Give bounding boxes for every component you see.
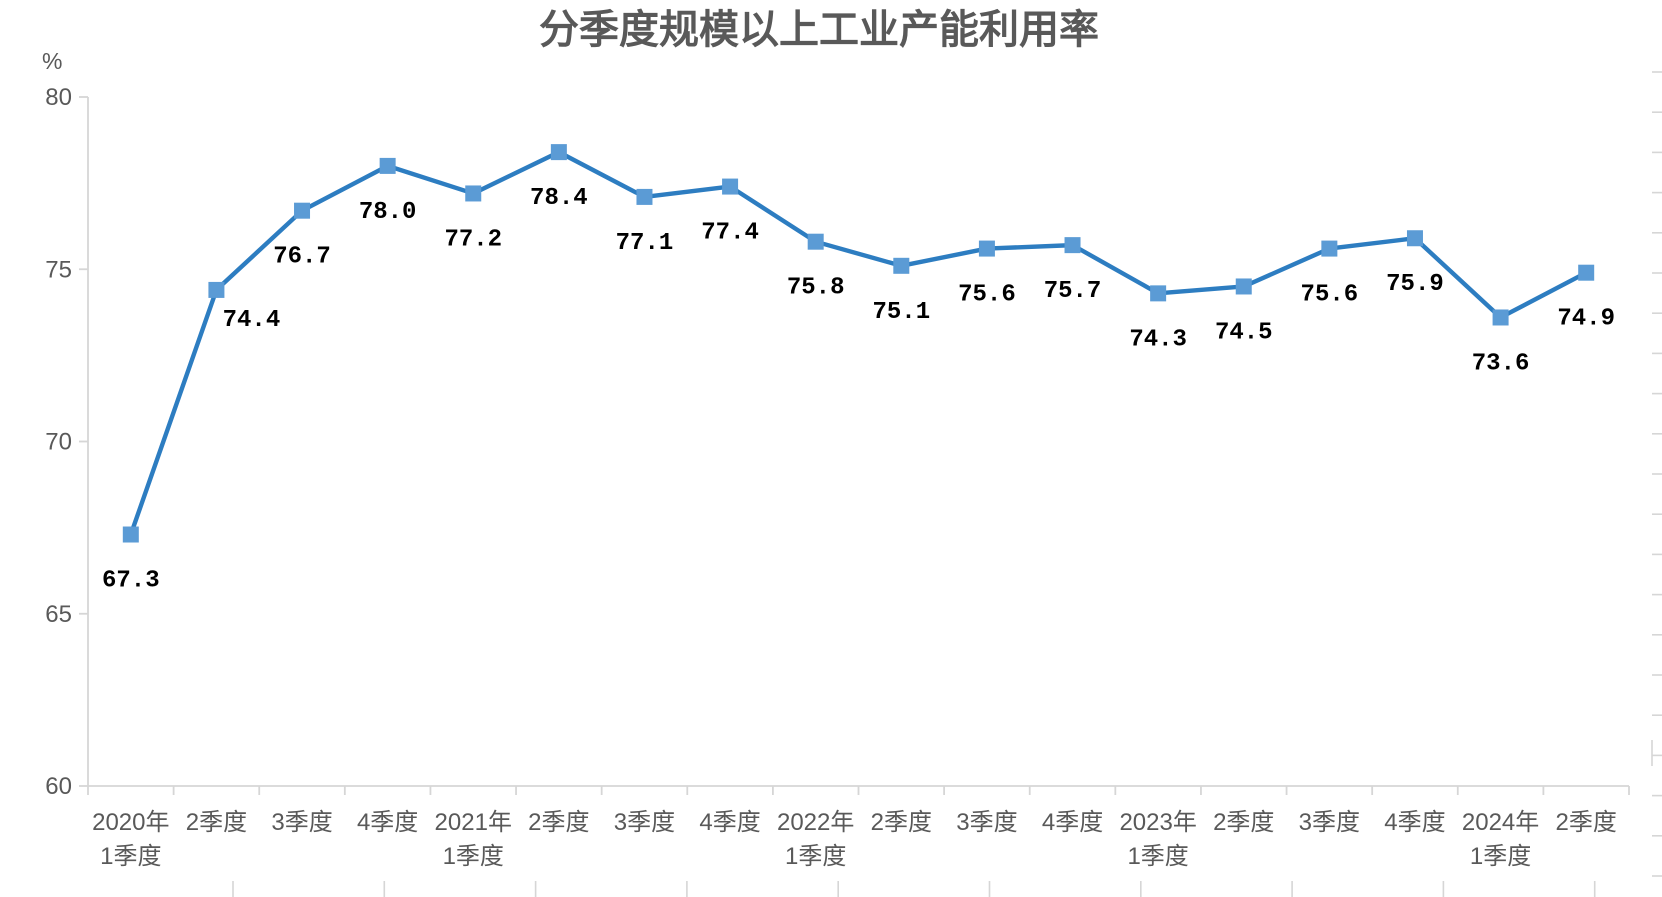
data-point-label: 78.0 <box>359 199 417 226</box>
data-point-label: 75.8 <box>787 275 845 302</box>
y-axis-ticks: 60 65 70 75 80 <box>45 84 88 800</box>
x-tick-label: 2023年 <box>1119 809 1196 836</box>
x-axis-labels: 2020年 1季度 2季度 3季度 4季度 2021年 1季度 2季度 3季度 4季度 2022年 1… <box>92 809 1617 870</box>
data-point-label: 74.9 <box>1557 306 1615 333</box>
data-point-marker <box>1578 264 1595 281</box>
y-tick-label: 60 <box>45 773 72 800</box>
chart-title: 分季度规模以上工业产能利用率 <box>539 8 1099 52</box>
data-point-marker <box>1406 230 1423 247</box>
y-axis-unit-label: % <box>42 48 63 74</box>
data-point-marker <box>122 526 139 543</box>
x-tick-label: 2020年 <box>92 809 169 836</box>
data-point-labels: 67.3 74.4 76.7 78.0 77.2 78.4 77.1 77.4 75.8 75.1… <box>102 185 1615 594</box>
x-tick-label: 3季度 <box>614 809 675 836</box>
y-tick-label: 80 <box>45 84 72 111</box>
data-point-marker <box>807 233 824 250</box>
data-point-label: 76.7 <box>273 244 331 271</box>
x-tick-label: 2季度 <box>528 809 589 836</box>
x-tick-label: 1季度 <box>100 843 161 870</box>
data-point-marker <box>636 188 653 205</box>
data-point-marker <box>893 257 910 274</box>
data-point-label: 77.1 <box>616 230 674 257</box>
x-tick-label: 1季度 <box>443 843 504 870</box>
x-tick-label: 4季度 <box>1384 809 1445 836</box>
x-tick-label: 2季度 <box>1556 809 1617 836</box>
x-tick-label: 1季度 <box>1127 843 1188 870</box>
x-tick-label: 2024年 <box>1462 809 1539 836</box>
data-point-marker <box>465 185 482 202</box>
data-point-label: 75.9 <box>1386 271 1444 298</box>
data-point-marker <box>1150 285 1167 302</box>
x-axis-ticks <box>87 786 1630 795</box>
y-tick-label: 65 <box>45 601 72 628</box>
x-tick-label: 2季度 <box>871 809 932 836</box>
x-tick-label: 2021年 <box>435 809 512 836</box>
data-point-marker <box>1235 278 1252 295</box>
x-tick-label: 2季度 <box>1213 809 1274 836</box>
x-tick-label: 2022年 <box>777 809 854 836</box>
x-tick-label: 3季度 <box>271 809 332 836</box>
data-point-marker <box>1492 309 1509 326</box>
x-tick-label: 4季度 <box>357 809 418 836</box>
data-point-marker <box>379 157 396 174</box>
data-point-label: 75.6 <box>958 282 1016 309</box>
data-point-label: 74.4 <box>223 307 281 334</box>
data-point-marker <box>978 240 995 257</box>
data-point-marker <box>550 144 567 161</box>
data-point-label: 78.4 <box>530 185 588 212</box>
y-tick-label: 75 <box>45 256 72 283</box>
worksheet-gridline-stubs <box>232 71 1662 897</box>
data-point-marker <box>294 202 311 219</box>
data-series-line <box>128 149 1589 537</box>
data-point-markers <box>122 144 1595 543</box>
data-point-label: 75.7 <box>1044 278 1102 305</box>
x-tick-label: 3季度 <box>956 809 1017 836</box>
data-point-label: 75.1 <box>873 299 931 326</box>
x-tick-label: 4季度 <box>699 809 760 836</box>
x-tick-label: 1季度 <box>785 843 846 870</box>
y-tick-label: 70 <box>45 429 72 456</box>
x-tick-label: 1季度 <box>1470 843 1531 870</box>
data-point-label: 75.6 <box>1301 282 1359 309</box>
data-point-label: 77.2 <box>444 226 502 253</box>
data-point-label: 77.4 <box>701 220 759 247</box>
data-point-label: 74.3 <box>1129 326 1187 353</box>
x-tick-label: 4季度 <box>1042 809 1103 836</box>
data-point-marker <box>722 178 739 195</box>
data-point-label: 74.5 <box>1215 319 1273 346</box>
data-point-marker <box>208 281 225 298</box>
x-tick-label: 3季度 <box>1299 809 1360 836</box>
data-point-marker <box>1064 237 1081 254</box>
data-point-label: 73.6 <box>1472 350 1530 377</box>
data-point-label: 67.3 <box>102 568 160 595</box>
x-tick-label: 2季度 <box>186 809 247 836</box>
data-point-marker <box>1321 240 1338 257</box>
